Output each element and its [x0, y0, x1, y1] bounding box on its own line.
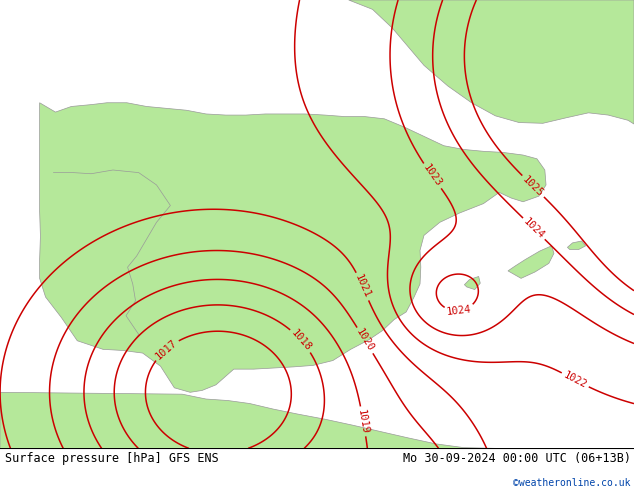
- Text: 1017: 1017: [153, 338, 179, 362]
- Text: ©weatheronline.co.uk: ©weatheronline.co.uk: [514, 478, 631, 488]
- Polygon shape: [39, 103, 546, 392]
- Text: 1023: 1023: [421, 163, 444, 189]
- Text: 1018: 1018: [289, 328, 313, 353]
- Text: Surface pressure [hPa] GFS ENS: Surface pressure [hPa] GFS ENS: [5, 452, 219, 465]
- Polygon shape: [349, 0, 634, 124]
- Text: 1019: 1019: [356, 408, 370, 435]
- Text: 1025: 1025: [521, 174, 545, 198]
- Polygon shape: [0, 392, 634, 452]
- Polygon shape: [567, 241, 586, 249]
- Text: 1020: 1020: [354, 327, 376, 354]
- Polygon shape: [464, 276, 481, 290]
- Text: 1021: 1021: [353, 273, 372, 300]
- Text: 1024: 1024: [446, 304, 472, 317]
- Text: 1022: 1022: [562, 370, 588, 390]
- Polygon shape: [508, 246, 554, 278]
- Text: Mo 30-09-2024 00:00 UTC (06+13B): Mo 30-09-2024 00:00 UTC (06+13B): [403, 452, 631, 465]
- Text: 1024: 1024: [521, 217, 547, 241]
